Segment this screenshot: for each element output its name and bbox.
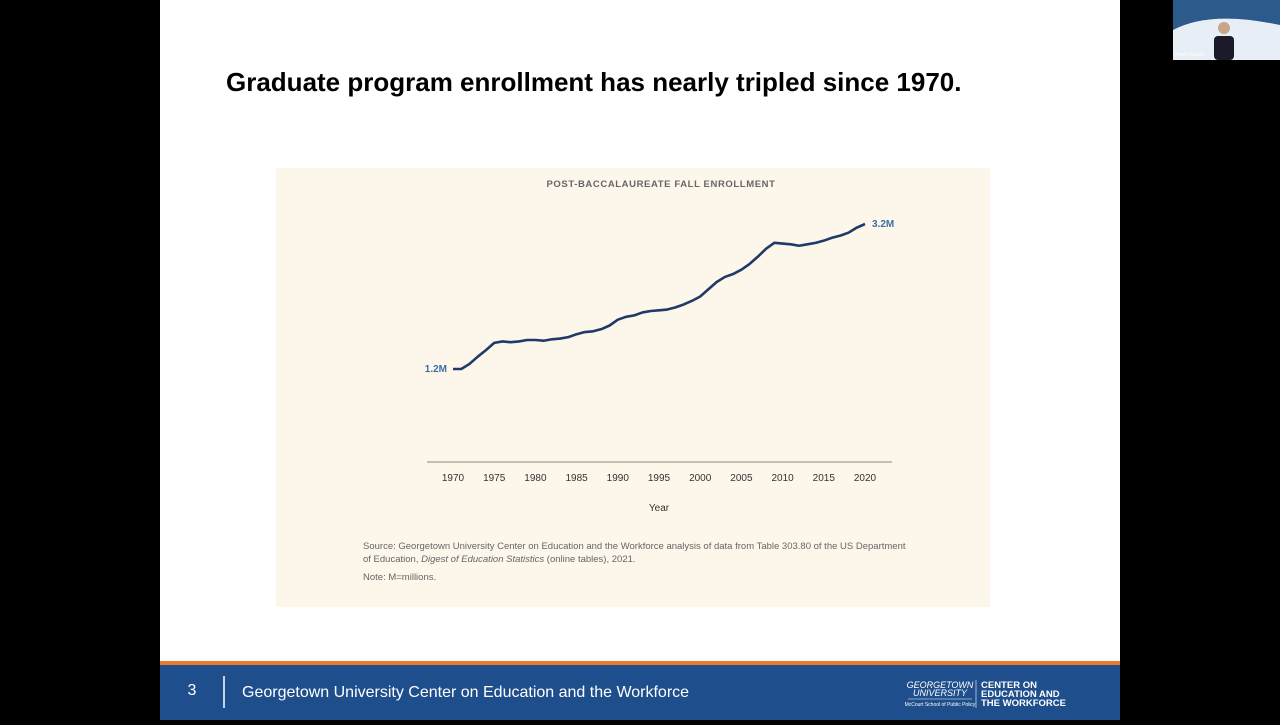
slide-title: Graduate program enrollment has nearly t…: [226, 67, 961, 97]
x-tick-label: 1985: [565, 473, 588, 484]
source-line: (online tables), 2021.: [544, 554, 635, 565]
webcam-name: Artem Gulish: [1175, 52, 1204, 58]
x-tick-label: 2005: [730, 473, 753, 484]
value-label: 1.2M: [425, 364, 447, 375]
footer-text: Georgetown University Center on Educatio…: [242, 684, 689, 701]
source-italic: Digest of Education Statistics: [421, 554, 544, 565]
footer: [160, 665, 1120, 720]
footer-accent: [160, 661, 1120, 665]
x-tick-label: 1975: [483, 473, 506, 484]
logo-university: UNIVERSITY: [913, 688, 968, 698]
webcam-person-head: [1218, 22, 1230, 34]
webcam-person-body: [1214, 36, 1234, 60]
logo-center: EDUCATION AND: [981, 689, 1060, 700]
value-label: 3.2M: [872, 219, 894, 230]
x-axis-label: Year: [649, 503, 670, 514]
chart-panel: [276, 168, 990, 607]
page-number: 3: [188, 682, 197, 699]
logo-school: McCourt School of Public Policy: [905, 702, 976, 708]
x-tick-label: 2015: [813, 473, 836, 484]
source-text: Source: Georgetown University Center on …: [363, 541, 906, 552]
source-text: of Education, Digest of Education Statis…: [363, 554, 636, 565]
source-line: of Education,: [363, 554, 421, 565]
x-tick-label: 1995: [648, 473, 671, 484]
logo-center: THE WORKFORCE: [981, 698, 1066, 709]
x-tick-label: 1980: [524, 473, 547, 484]
x-tick-label: 2020: [854, 473, 877, 484]
x-tick-label: 2000: [689, 473, 712, 484]
source-line: Source: Georgetown University Center on …: [363, 541, 906, 552]
x-tick-label: 2010: [771, 473, 794, 484]
logo-university: GEORGETOWN: [907, 680, 974, 690]
data-line: [453, 222, 866, 371]
logo-center: CENTER ON: [981, 680, 1037, 691]
note-text: Note: M=millions.: [363, 572, 436, 583]
chart-title: POST-BACCALAUREATE FALL ENROLLMENT: [546, 179, 775, 190]
x-tick-label: 1990: [607, 473, 630, 484]
x-tick-label: 1970: [442, 473, 465, 484]
